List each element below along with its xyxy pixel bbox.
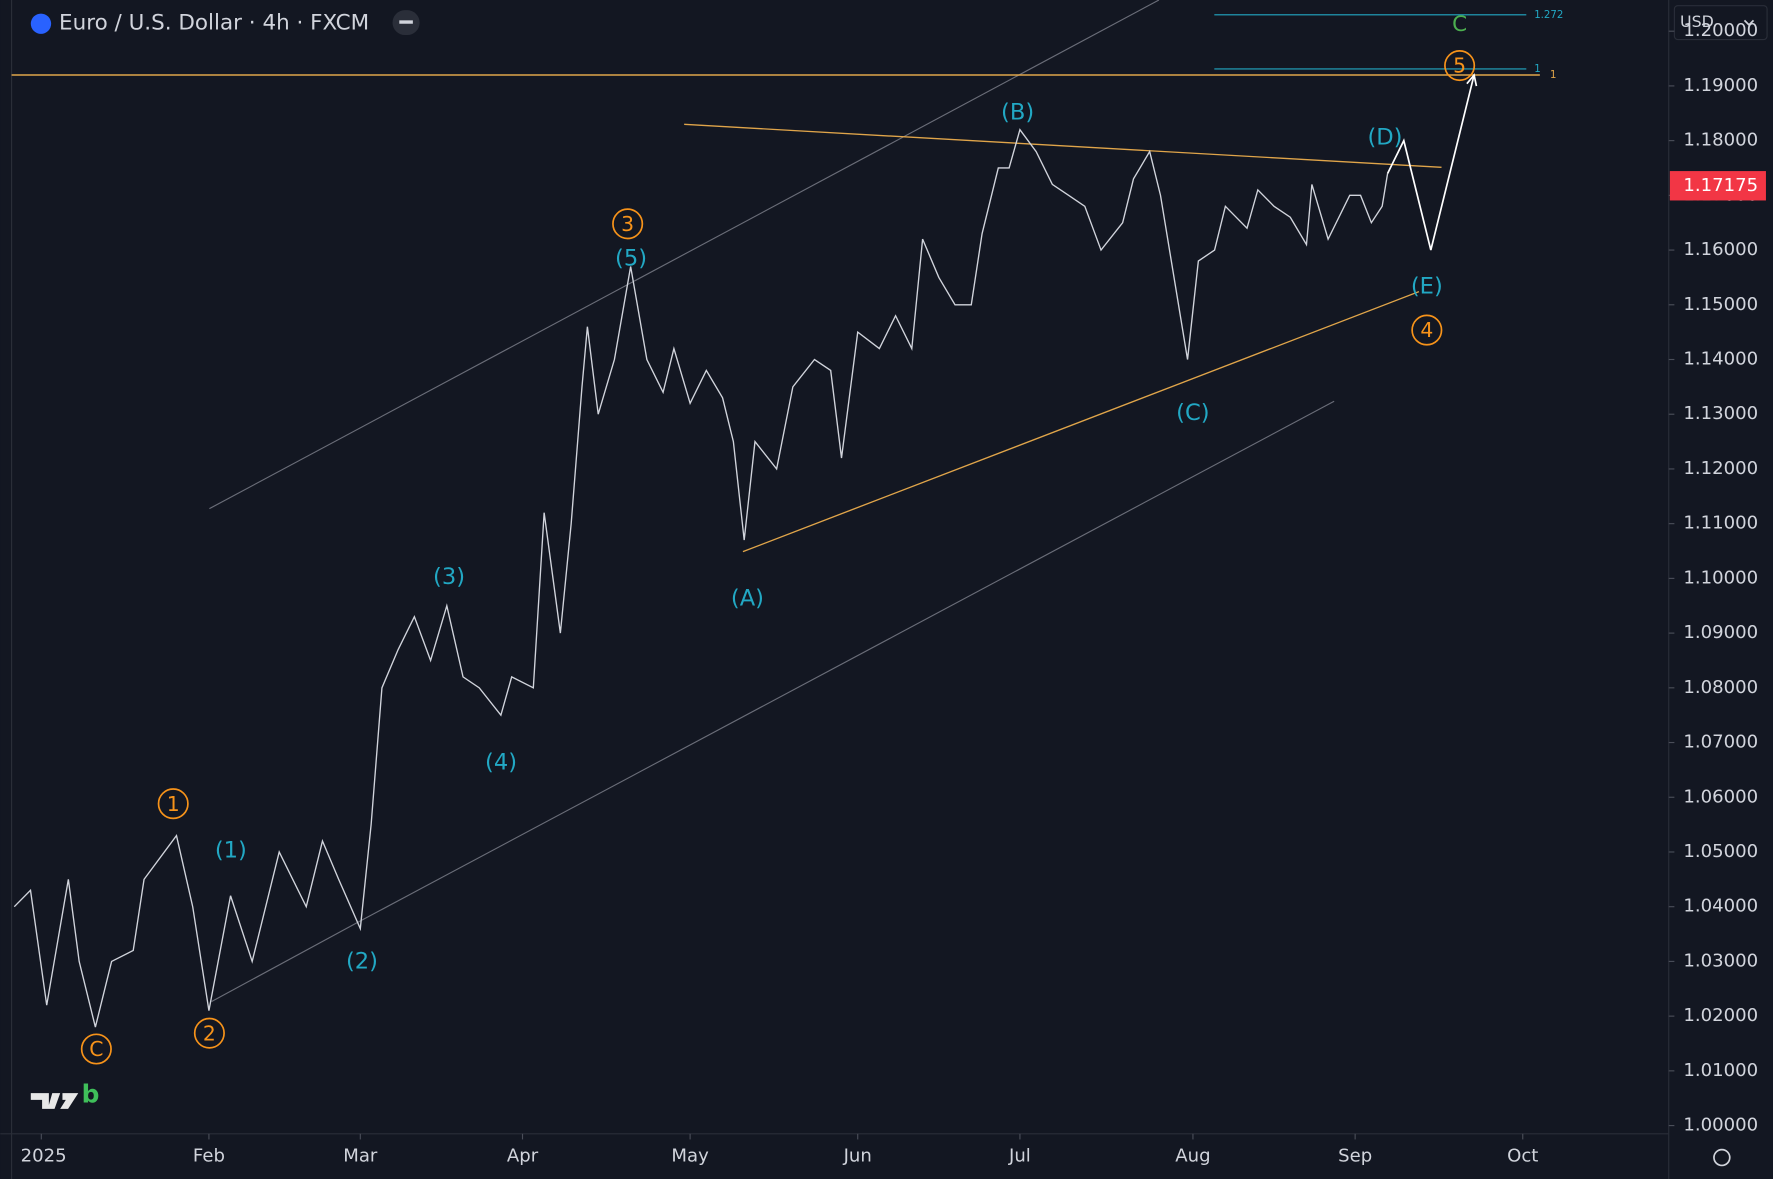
logo-suffix: b — [82, 1079, 100, 1108]
dropdown-icon — [1743, 19, 1755, 27]
y-tick-label: 1.00000 — [1683, 1115, 1758, 1136]
x-tick-label: Oct — [1507, 1145, 1538, 1166]
channel-upper — [209, 0, 1160, 510]
y-tick-label: 1.15000 — [1683, 294, 1758, 315]
wave-label: (2) — [346, 948, 378, 974]
y-tick-label: 1.11000 — [1683, 513, 1758, 534]
symbol-title: Euro / U.S. Dollar · 4h · FXCM — [59, 11, 369, 36]
collapse-icon — [399, 20, 413, 24]
wave-label: (5) — [615, 245, 647, 271]
settings-icon[interactable] — [1713, 1148, 1731, 1167]
symbol-icon — [30, 13, 52, 34]
y-tick-label: 1.03000 — [1683, 950, 1758, 971]
x-tick-label: Aug — [1175, 1145, 1210, 1166]
triangle-upper — [684, 123, 1442, 168]
y-tick-label: 1.12000 — [1683, 458, 1758, 479]
wave-circle — [80, 1033, 112, 1065]
resistance-label: 1 — [1550, 70, 1556, 81]
y-tick-label: 1.19000 — [1683, 75, 1758, 96]
y-tick-label: 1.09000 — [1683, 622, 1758, 643]
y-tick-label: 1.10000 — [1683, 567, 1758, 588]
x-tick-label: May — [671, 1145, 709, 1166]
y-tick-label: 1.18000 — [1683, 130, 1758, 151]
wave-label: (A) — [731, 586, 764, 612]
last-price-label: 1.17175 — [1683, 175, 1758, 196]
wave-label: (3) — [433, 564, 465, 590]
x-tick-label: Jun — [843, 1145, 872, 1166]
y-tick-label: 1.13000 — [1683, 403, 1758, 424]
y-tick-label: 1.02000 — [1683, 1005, 1758, 1026]
projection-arrow — [1466, 73, 1478, 87]
wave-label: 5 — [1453, 54, 1466, 78]
projection-path — [1386, 74, 1475, 251]
wave-label: 4 — [1420, 318, 1433, 342]
y-tick-label: 1.16000 — [1683, 239, 1758, 260]
y-tick-label: 1.05000 — [1683, 841, 1758, 862]
triangle-lower — [742, 291, 1420, 553]
wave-label: (B) — [1001, 100, 1034, 126]
currency-label: USD — [1680, 12, 1714, 31]
price-line — [13, 128, 1389, 1028]
fib-label: 1 — [1534, 64, 1540, 75]
last-price-tag — [1669, 171, 1766, 201]
wave-label: (C) — [1176, 400, 1209, 426]
x-tick-label: Jul — [1008, 1145, 1031, 1166]
y-tick-label: 1.08000 — [1683, 677, 1758, 698]
y-tick-label: 1.07000 — [1683, 732, 1758, 753]
wave-label: (1) — [215, 838, 247, 864]
wave-label: 2 — [203, 1021, 216, 1045]
x-tick-label: 2025 — [21, 1145, 67, 1166]
wave-circle — [193, 1017, 225, 1049]
wave-circle — [612, 208, 644, 240]
wave-label: (E) — [1411, 274, 1443, 300]
y-tick-label: 1.20000 — [1683, 20, 1758, 41]
x-tick-label: Feb — [193, 1145, 225, 1166]
y-tick-label: 1.04000 — [1683, 896, 1758, 917]
wave-circle — [157, 788, 189, 820]
channel-lower — [359, 400, 1335, 922]
wave-circle — [1411, 314, 1443, 346]
y-tick-label: 1.06000 — [1683, 786, 1758, 807]
wave-circle — [1444, 50, 1476, 82]
y-tick-label: 1.14000 — [1683, 349, 1758, 370]
y-tick-label: 1.01000 — [1683, 1060, 1758, 1081]
wave-label: (4) — [485, 750, 517, 776]
wave-2-line — [211, 920, 361, 1003]
wave-label: C — [1452, 12, 1467, 37]
wave-label: 3 — [621, 212, 634, 236]
wave-label: (D) — [1367, 124, 1402, 150]
x-tick-label: Apr — [507, 1145, 539, 1166]
wave-label: 1 — [167, 792, 180, 816]
logo — [30, 1093, 79, 1109]
wave-label: C — [89, 1037, 103, 1061]
x-tick-label: Mar — [343, 1145, 378, 1166]
x-tick-label: Sep — [1338, 1145, 1372, 1166]
currency-select[interactable] — [1673, 5, 1768, 41]
fib-label: 1.272 — [1534, 10, 1563, 21]
